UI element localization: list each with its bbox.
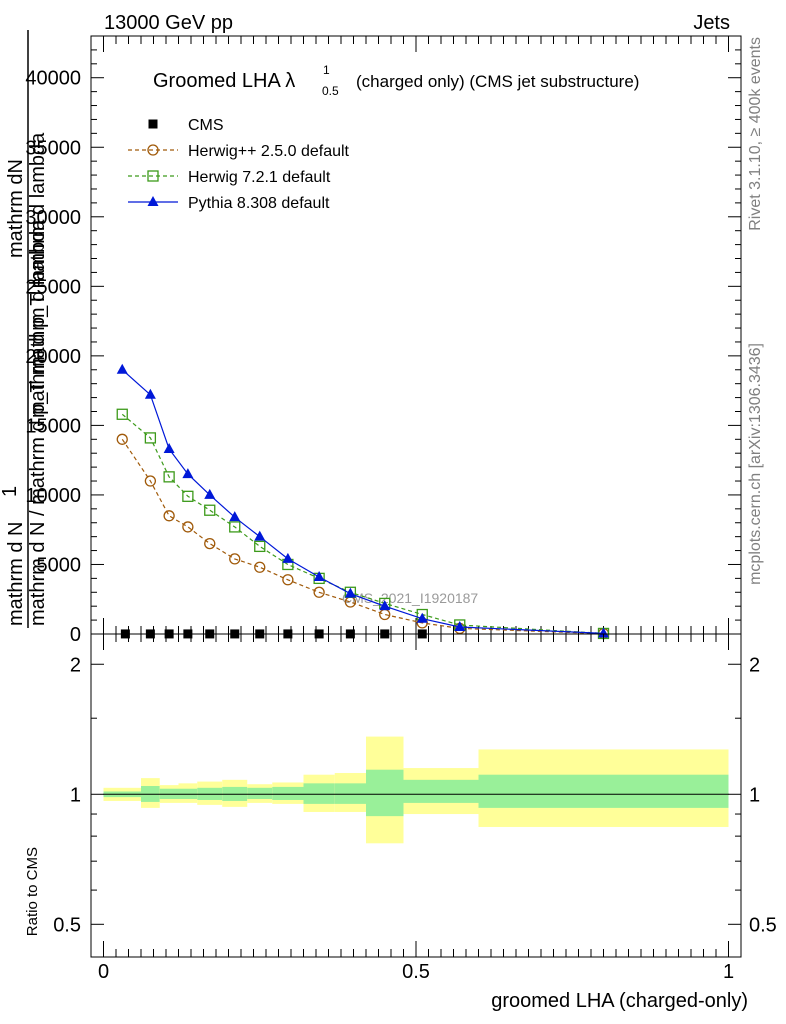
data-point-circle	[313, 586, 325, 598]
y-tick-label: 40000	[25, 68, 81, 90]
data-point-triangle	[254, 530, 266, 541]
data-point-open-square	[254, 540, 266, 553]
data-point-triangle	[344, 587, 356, 598]
ratio-stat-uncertainty-band	[403, 779, 479, 803]
title-subscript: 0.5	[322, 84, 339, 98]
data-point-triangle	[116, 363, 128, 374]
main-y-axis-label: mathrm dN mathrm d p_T mathrm d lambda 1…	[0, 30, 49, 628]
y-tick-label: 20000	[25, 346, 81, 368]
data-point-triangle	[204, 488, 216, 499]
side-label-rivet: Rivet 3.1.10, ≥ 400k events	[747, 37, 764, 231]
data-point-triangle	[598, 627, 609, 638]
ylabel-denominator: mathrm d N / mathrm d p_T mathrm d lambd…	[27, 219, 49, 626]
x-tick-label: 0	[98, 961, 109, 983]
legend-label: Pythia 8.308 default	[188, 195, 330, 212]
ratio-stat-uncertainty-band	[272, 786, 304, 800]
data-point-circle	[116, 433, 128, 445]
legend: CMS Herwig++ 2.5.0 default Herwig 7.2.1 de…	[128, 117, 350, 212]
series-pythia-8-308-default	[116, 363, 609, 638]
data-point-triangle	[454, 621, 466, 632]
ratio-y-tick-label: 1	[70, 784, 81, 806]
x-tick-label: 0.5	[402, 961, 430, 983]
data-point-circle	[379, 608, 391, 621]
data-point-square	[148, 119, 158, 129]
data-point-triangle	[416, 612, 428, 623]
legend-label: Herwig++ 2.5.0 default	[188, 143, 350, 160]
data-point-circle	[204, 537, 216, 550]
data-point-open-square	[116, 408, 128, 420]
side-label-mcplots: mcplots.cern.ch [arXiv:1306.3436]	[747, 343, 764, 585]
title-subtitle: (charged only) (CMS jet substructure)	[356, 72, 639, 91]
ylabel-numerator: mathrm dN	[5, 159, 27, 258]
title-superscript: 1	[323, 63, 330, 77]
ylabel-numerator2: mathrm d p_T mathrm d lambda	[27, 132, 49, 418]
series-line	[121, 369, 604, 634]
legend-label: Herwig 7.2.1 default	[188, 169, 331, 186]
y-tick-label: 15000	[25, 415, 81, 437]
main-y-tick-labels: 0 5000 10000 15000 20000 25000 30000 35000 40000	[25, 68, 81, 646]
ylabel-denominator2: mathrm d N	[5, 522, 27, 626]
data-point-circle	[254, 561, 266, 573]
series-line	[121, 413, 604, 634]
data-point-open-square	[182, 490, 194, 502]
y-tick-label: 10000	[25, 485, 81, 507]
y-tick-label: 35000	[25, 137, 81, 159]
header-left: 13000 GeV pp	[104, 12, 233, 34]
header-right: Jets	[693, 12, 730, 34]
data-point-open-square	[204, 504, 216, 516]
ylabel-prefix: 1	[0, 486, 21, 497]
data-point-circle	[229, 553, 241, 565]
data-point-open-square	[144, 432, 157, 444]
data-point-open-square	[229, 521, 241, 533]
data-point-circle	[147, 144, 159, 156]
title-main: Groomed LHA λ	[153, 70, 295, 92]
ratio-stat-uncertainty-band	[303, 783, 335, 804]
data-point-circle	[163, 510, 175, 522]
data-point-open-square	[147, 170, 159, 182]
plot-title: Groomed LHA λ 1 0.5 (charged only) (CMS …	[153, 63, 639, 98]
ratio-y-tick-label-right: 0.5	[749, 914, 777, 936]
y-tick-label: 0	[70, 624, 81, 646]
data-point-triangle	[147, 196, 159, 206]
ratio-stat-uncertainty-band	[366, 769, 404, 817]
ratio-y-tick-label: 2	[70, 654, 81, 676]
y-tick-label: 25000	[25, 276, 81, 298]
data-point-triangle	[379, 600, 391, 611]
svg-text:Groomed LHA λ: Groomed LHA λ	[153, 70, 295, 92]
data-point-triangle	[313, 570, 325, 581]
x-axis-label: groomed LHA (charged-only)	[491, 990, 748, 1012]
data-point-circle	[144, 475, 157, 487]
data-point-open-square	[163, 471, 175, 483]
y-tick-label: 30000	[25, 207, 81, 229]
series-line	[121, 438, 604, 635]
analysis-watermark: CMS_2021_I1920187	[342, 590, 478, 606]
y-tick-label: 5000	[37, 554, 82, 576]
ratio-stat-uncertainty-band	[478, 774, 729, 808]
x-tick-label: 1	[723, 961, 734, 983]
data-point-circle	[182, 521, 194, 533]
data-point-circle	[282, 574, 294, 586]
ratio-y-tick-label: 0.5	[53, 914, 81, 936]
ratio-y-tick-label-right: 1	[749, 784, 760, 806]
ratio-stat-uncertainty-band	[334, 783, 366, 804]
ratio-bands	[103, 736, 729, 844]
main-axes	[91, 35, 741, 635]
data-point-triangle	[182, 468, 194, 479]
ratio-y-tick-label-right: 2	[749, 654, 760, 676]
data-point-triangle	[282, 552, 294, 563]
series-herwig-2-5-0-default	[116, 433, 610, 640]
legend-label: CMS	[188, 117, 224, 134]
ratio-stat-uncertainty-band	[247, 787, 273, 800]
data-point-triangle	[144, 388, 156, 399]
ratio-y-axis-label: Ratio to CMS	[24, 847, 41, 936]
data-point-triangle	[229, 511, 241, 522]
data-point-triangle	[163, 443, 175, 454]
ratio-axes: 0.5 0.5 1 1 2 2 0 0.5 1	[53, 634, 777, 983]
